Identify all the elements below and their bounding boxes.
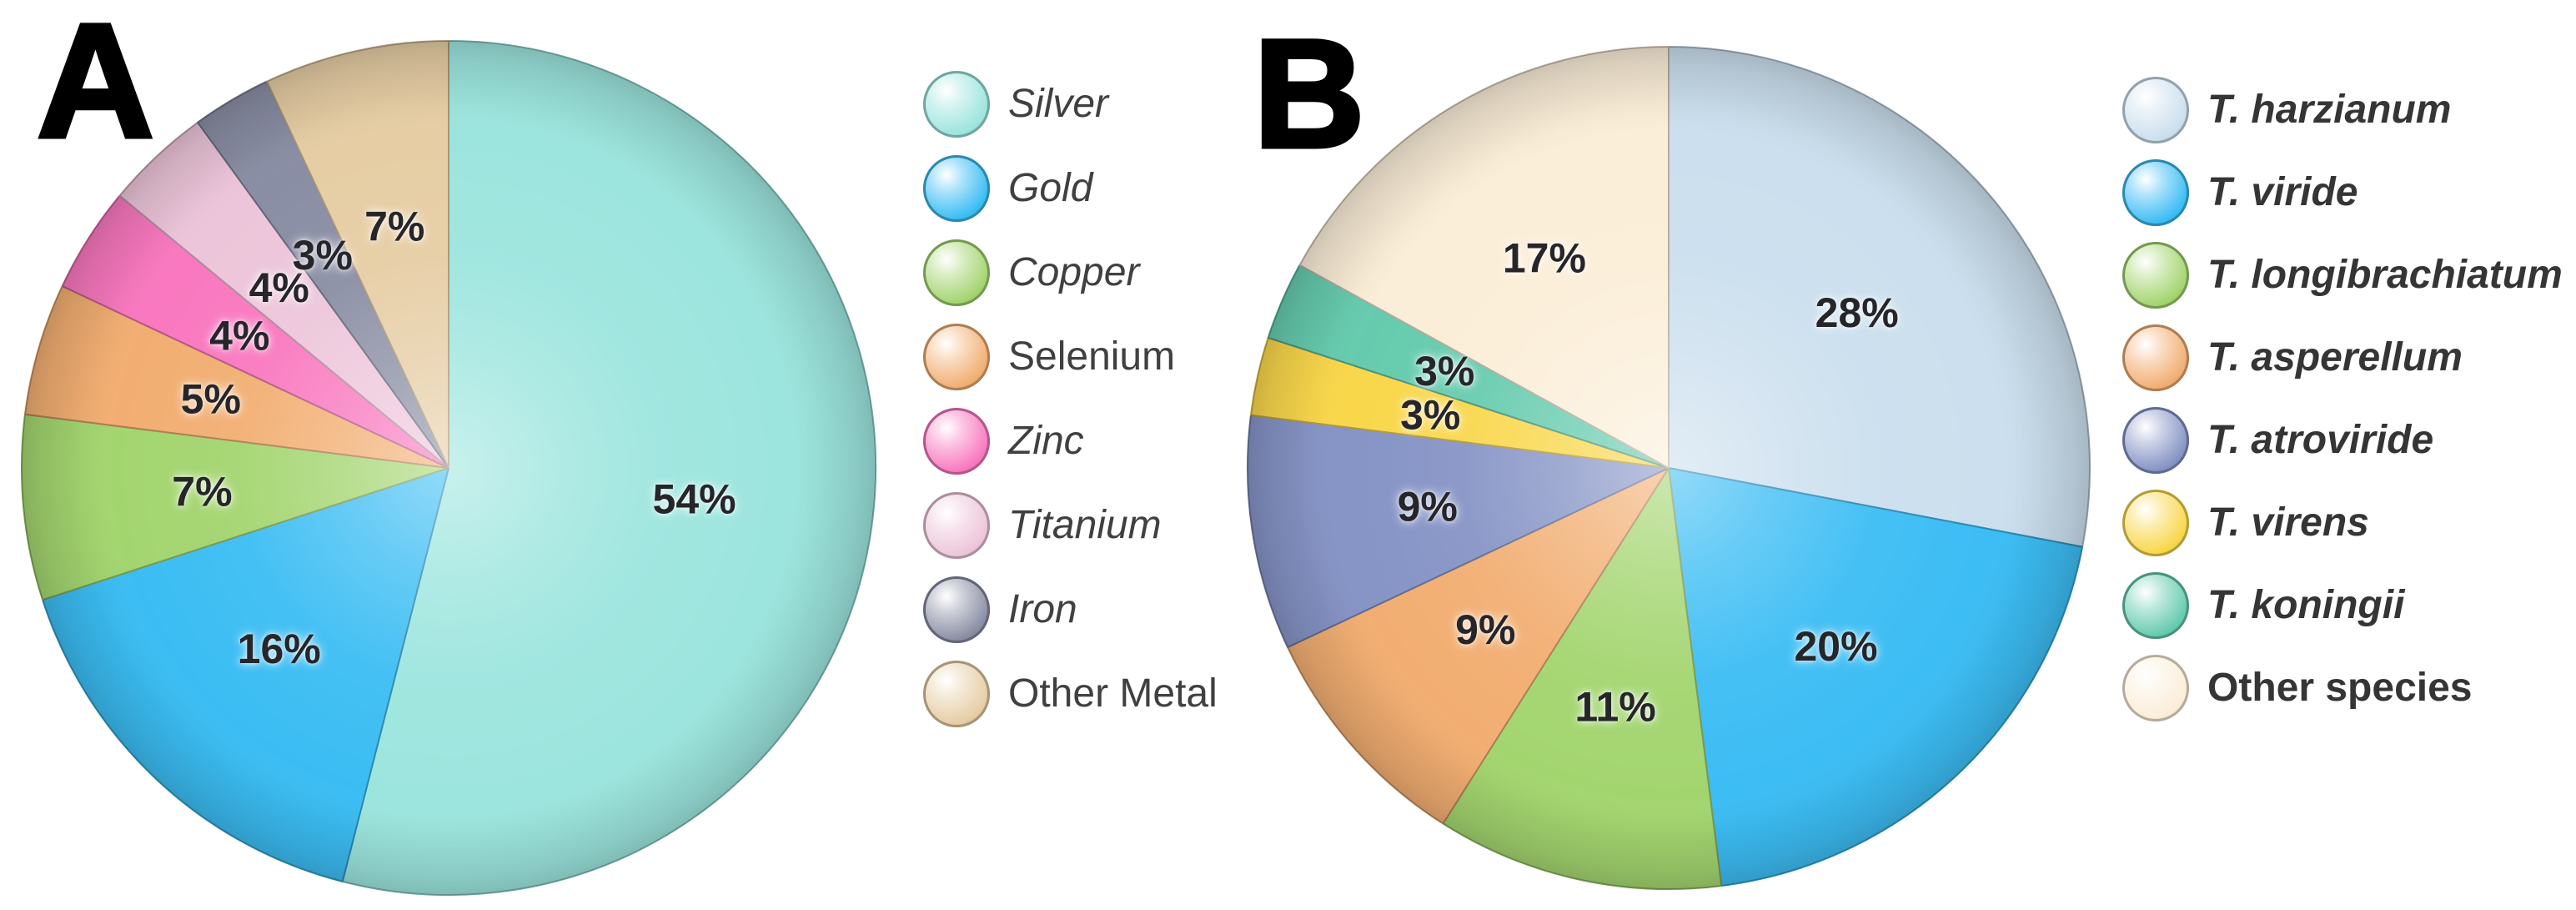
legend-b-swatch-t-asperellum-icon bbox=[2122, 324, 2189, 391]
legend-a-item-titanium: Titanium bbox=[923, 483, 1218, 567]
legend-b-item-t-viride: T. viride bbox=[2122, 151, 2563, 234]
legend-a-swatch-gold-icon bbox=[923, 154, 990, 222]
pie-a-value-label-copper: 7% bbox=[172, 468, 232, 515]
pie-a-value-label-other-metal: 7% bbox=[364, 204, 424, 250]
legend-a-label-titanium: Titanium bbox=[1008, 503, 1162, 547]
pie-b-value-label-t-viride: 20% bbox=[1794, 623, 1877, 670]
legend-a-swatch-iron-icon bbox=[923, 576, 990, 643]
legend-a-item-silver: Silver bbox=[923, 62, 1218, 146]
legend-a-label-other-metal: Other Metal bbox=[1008, 671, 1218, 716]
legend-b-label-t-koningii: T. koningii bbox=[2207, 583, 2405, 627]
legend-b-item-t-harzianum: T. harzianum bbox=[2122, 68, 2563, 151]
pie-a-value-label-selenium: 5% bbox=[181, 376, 241, 423]
pie-b-value-label-t-virens: 3% bbox=[1400, 392, 1460, 439]
legend-a-item-zinc: Zinc bbox=[923, 399, 1218, 483]
legend-b: T. harzianum T. viride T. longibrachiatum T… bbox=[2122, 68, 2563, 729]
legend-b-item-t-koningii: T. koningii bbox=[2122, 564, 2563, 646]
legend-a-swatch-titanium-icon bbox=[923, 491, 990, 559]
legend-b-item-t-virens: T. virens bbox=[2122, 481, 2563, 564]
legend-b-item-other-species: Other species bbox=[2122, 646, 2563, 729]
legend-a-item-selenium: Selenium bbox=[923, 314, 1218, 399]
pie-a-value-label-zinc: 4% bbox=[209, 312, 269, 359]
legend-b-swatch-t-viride-icon bbox=[2122, 158, 2189, 226]
legend-b-label-t-longibrachiatum: T. longibrachiatum bbox=[2207, 253, 2563, 297]
panel-a-label: A bbox=[35, 0, 157, 172]
legend-b-swatch-t-koningii-icon bbox=[2122, 571, 2189, 639]
pie-b-value-label-t-asperellum: 9% bbox=[1455, 606, 1515, 653]
legend-a-swatch-silver-icon bbox=[923, 70, 990, 138]
legend-a-label-copper: Copper bbox=[1008, 250, 1140, 294]
legend-a-label-selenium: Selenium bbox=[1008, 334, 1176, 379]
pie-chart-a: 54%16%7%5%4%4%3%7% bbox=[21, 40, 877, 896]
legend-b-swatch-t-harzianum-icon bbox=[2122, 76, 2189, 143]
legend-a-label-iron: Iron bbox=[1008, 587, 1077, 631]
pie-b-gloss-overlay bbox=[1248, 47, 2090, 889]
legend-b-swatch-other-species-icon bbox=[2122, 654, 2189, 721]
pie-a-value-label-silver: 54% bbox=[653, 476, 736, 523]
legend-a-item-copper: Copper bbox=[923, 230, 1218, 314]
legend-b-item-t-atroviride: T. atroviride bbox=[2122, 399, 2563, 481]
pie-b-value-label-t-atroviride: 9% bbox=[1398, 483, 1458, 530]
legend-a-swatch-zinc-icon bbox=[923, 407, 990, 475]
pie-b-value-label-t-koningii: 3% bbox=[1414, 348, 1474, 395]
legend-b-label-t-viride: T. viride bbox=[2207, 170, 2358, 214]
legend-a-item-gold: Gold bbox=[923, 146, 1218, 230]
legend-a-swatch-copper-icon bbox=[923, 239, 990, 306]
pie-a-value-label-iron: 3% bbox=[293, 232, 353, 279]
legend-a-label-zinc: Zinc bbox=[1008, 419, 1084, 463]
legend-b-swatch-t-virens-icon bbox=[2122, 489, 2189, 556]
legend-a-swatch-other-metal-icon bbox=[923, 660, 990, 727]
legend-a-swatch-selenium-icon bbox=[923, 323, 990, 390]
pie-b-value-label-other-species: 17% bbox=[1503, 234, 1586, 281]
legend-a: Silver Gold Copper Selenium Zinc Titanium Iron… bbox=[923, 62, 1218, 736]
legend-b-swatch-t-longibrachiatum-icon bbox=[2122, 241, 2189, 309]
legend-b-label-t-harzianum: T. harzianum bbox=[2207, 88, 2452, 132]
legend-b-item-t-asperellum: T. asperellum bbox=[2122, 316, 2563, 399]
legend-b-label-t-atroviride: T. atroviride bbox=[2207, 418, 2434, 462]
legend-a-item-other-metal: Other Metal bbox=[923, 651, 1218, 736]
legend-b-label-other-species: Other species bbox=[2207, 666, 2473, 710]
legend-b-label-t-asperellum: T. asperellum bbox=[2207, 335, 2463, 380]
legend-b-item-t-longibrachiatum: T. longibrachiatum bbox=[2122, 234, 2563, 316]
pie-b-value-label-t-harzianum: 28% bbox=[1815, 289, 1899, 336]
pie-b-value-label-t-longibrachiatum: 11% bbox=[1574, 683, 1655, 730]
pie-chart-b: 28% 20% 11% 9% 9% 3%3% 17% bbox=[1247, 46, 2091, 890]
pie-a-gloss-overlay bbox=[22, 41, 876, 895]
panel-b-label: B bbox=[1252, 8, 1368, 180]
legend-a-label-gold: Gold bbox=[1008, 166, 1093, 210]
legend-b-label-t-virens: T. virens bbox=[2207, 500, 2369, 545]
legend-a-item-iron: Iron bbox=[923, 567, 1218, 651]
pie-a-value-label-gold: 16% bbox=[238, 626, 321, 672]
legend-a-label-silver: Silver bbox=[1008, 82, 1109, 126]
legend-b-swatch-t-atroviride-icon bbox=[2122, 406, 2189, 474]
pie-a-value-label-titanium: 4% bbox=[249, 264, 309, 311]
